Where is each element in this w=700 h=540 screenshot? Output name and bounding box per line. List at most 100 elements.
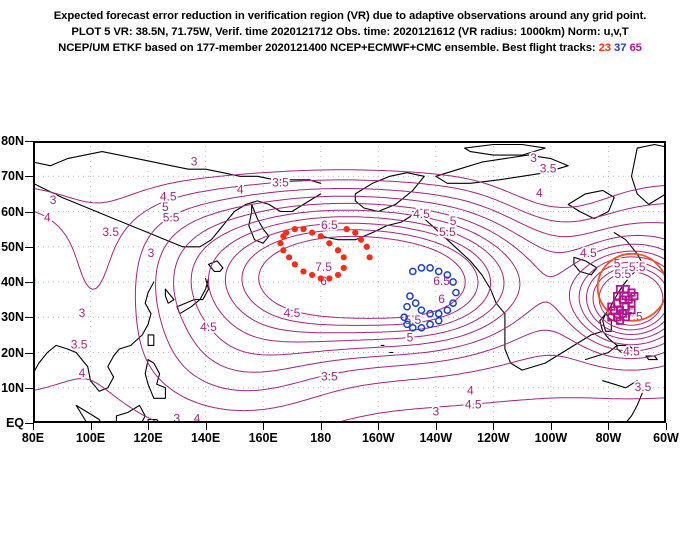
coastline [113,281,155,357]
coastline [435,154,569,184]
contour-label-halo: 4.5 [200,320,217,334]
track-marker [615,316,625,325]
chart-title-block: Expected forecast error reduction in ver… [0,8,700,56]
x-tick [666,423,667,430]
track-marker [630,291,639,301]
contour-label-halo: 3 [432,405,439,419]
x-tick-label: 100W [534,431,568,445]
contour-label-halo: 6 [438,292,445,306]
flight-track-label-65: 65 [629,42,642,54]
x-tick-label: 160W [361,431,395,445]
title-line-1: Expected forecast error reduction in ver… [53,10,647,22]
x-tick [493,423,495,430]
contour-label-halo: 4 [467,383,474,397]
coastline [412,210,506,315]
track-marker [334,271,342,279]
coastline [599,232,644,332]
x-tick-label: 160E [248,431,278,445]
track-marker [343,226,350,233]
x-tick-label: 80W [595,431,622,445]
contour-label: 3.5 [540,161,557,175]
track-marker [607,313,616,322]
contour-label-halo: 5 [614,257,621,271]
track-marker [406,292,414,300]
y-tick [25,423,33,424]
y-tick-label: 10N [1,380,24,395]
y-tick-label: EQ [5,415,24,430]
coastline [147,418,161,423]
coastline [567,189,615,220]
track-marker [291,261,298,268]
x-tick-label: 60W [653,431,679,445]
map-canvas: 3 3 3.5 3.5 4 4 4.5 4.5 5 5 5.5 5.5 6.5 6.5 4.5 4.5 5 5 5.… [33,141,666,423]
track-marker [443,306,452,315]
contour-label: 4.5 [465,398,482,412]
x-tick [33,423,34,430]
track-marker [308,229,316,236]
contour-label: 3.5 [71,338,88,352]
contour-line-6 [208,216,505,343]
track-marker [426,320,434,329]
contour-label: 7.5 [315,260,332,274]
contour-label: 5 [614,257,621,271]
contour-label-halo: 3.5 [272,175,289,189]
x-tick-label: 180 [310,431,332,445]
contour-line-5 [173,202,666,373]
contour-label-halo: 4.5 [580,246,597,260]
x-tick-label: 140E [191,431,221,445]
contour-label-halo: 5.5 [439,225,456,239]
contour-label-halo: 5.5 [614,267,631,281]
contour-label-halo: 5.5 [629,260,646,274]
x-tick [90,423,92,430]
x-tick-label: 120E [133,431,163,445]
x-tick [608,423,610,430]
coastline [354,172,425,213]
contour-label-halo: 3.5 [635,380,652,394]
y-tick [25,141,33,142]
flight-track-label-37: 37 [614,42,627,54]
contour-label: 5 [162,200,169,214]
coastline [320,214,414,241]
coastline [464,143,546,156]
coastline [176,277,210,315]
coastline [616,344,638,357]
contour-label: 4.5 [413,207,430,221]
track-marker [363,243,370,250]
x-tick [550,423,552,430]
contour-label: 3 [174,412,181,423]
coastline [147,334,155,346]
contour-label-halo: 5.5 [163,211,180,225]
track-marker [326,240,333,247]
y-tick-label: 40N [1,274,24,289]
contour-label-halo: 3.5 [71,338,88,352]
contour-label-halo: 3 [191,154,198,168]
x-tick [148,423,150,430]
track-marker [621,291,630,301]
contour-label-halo: 3 [148,246,155,260]
x-tick [435,423,437,430]
track-marker [317,275,324,282]
graticule [33,141,666,423]
track-marker [334,247,342,254]
contour-label: 3 [432,405,439,419]
flight-track-label-23: 23 [598,42,611,54]
contour-line-3 [33,169,666,208]
contour-label: 5.5 [614,267,631,281]
contour-label-halo: 4.5 [465,398,482,412]
track-marker [612,291,622,301]
contour-label-halo: 3.5 [102,225,119,239]
contour-label: 3.5 [321,369,338,383]
track-marker [417,306,426,315]
contour-line-6.5 [224,222,492,334]
track-marker [434,309,443,318]
contour-label-halo: 5 [450,214,457,228]
map-svg: 333.53.5444.54.5555.55.56.56.54.54.5555.… [33,141,666,423]
track-marker [403,320,411,329]
contour-label: 3.5 [272,175,289,189]
contour-label: 4.5 [160,190,177,204]
y-tick-label: 50N [1,239,24,254]
contour-label-halo: 4 [44,211,51,225]
contour-label-halo: 5 [162,200,169,214]
coastline [602,380,644,423]
